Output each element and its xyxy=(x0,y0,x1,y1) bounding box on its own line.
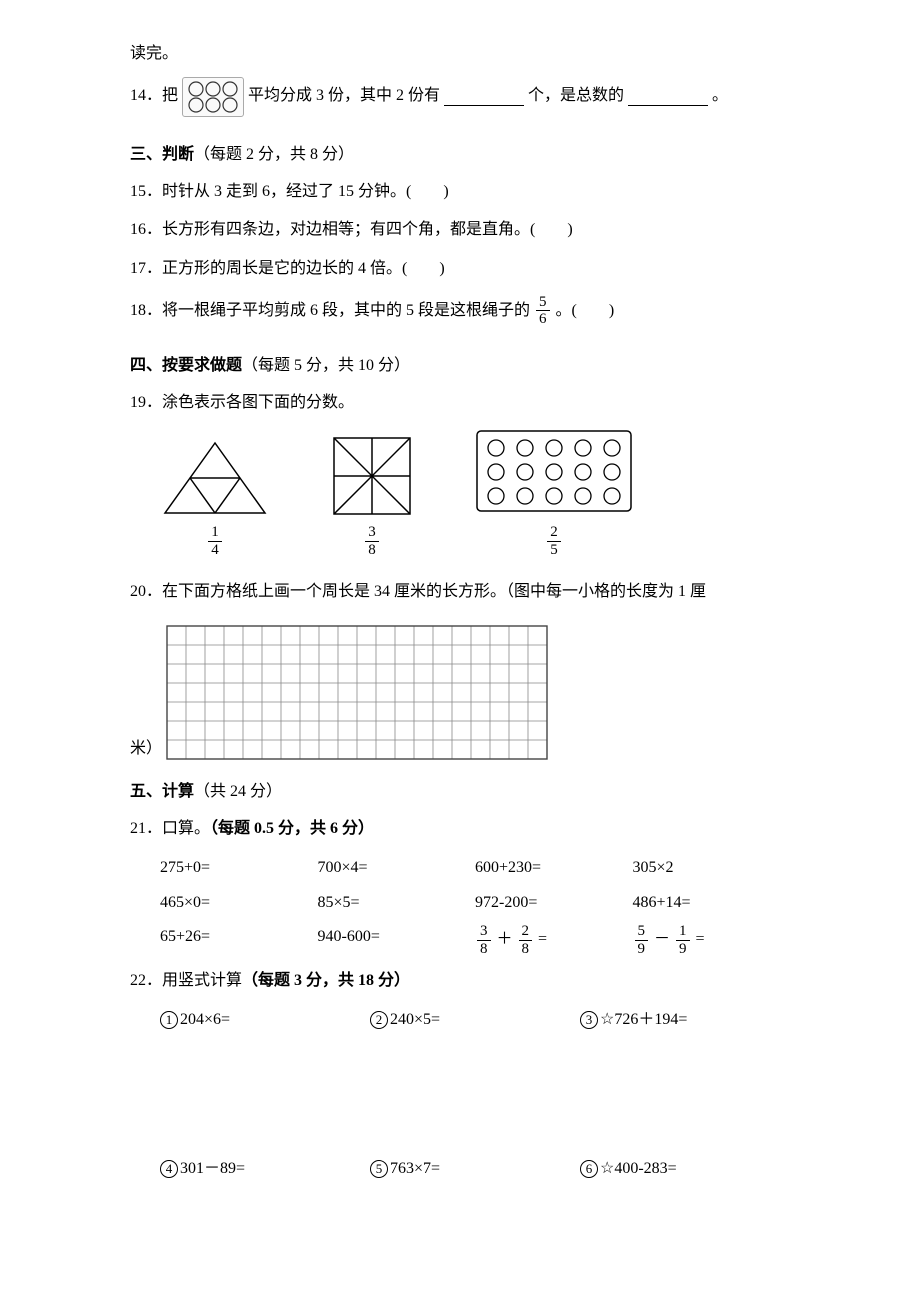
figure-triangle-fraction: 1 4 xyxy=(208,524,222,558)
section-3-title: 三、判断 xyxy=(130,146,194,163)
figure-circles-fraction: 2 5 xyxy=(547,524,561,558)
q21: 21．口算。（每题 0.5 分，共 6 分） xyxy=(130,815,790,844)
figure-triangle: 1 4 xyxy=(160,438,270,559)
grid-paper xyxy=(166,625,548,760)
vertical-row-2: 4301－89=5763×7=6☆400-283= xyxy=(160,1155,790,1184)
tri-frac-den: 4 xyxy=(208,541,222,559)
section-4-header: 四、按要求做题（每题 5 分，共 10 分） xyxy=(130,352,790,381)
calc-cell: 85×5= xyxy=(318,889,476,918)
calc-cell: 486+14= xyxy=(633,889,791,918)
q14-circles-icon xyxy=(182,77,244,117)
mental-calc-rows: 275+0=700×4=600+230=305×2 465×0=85×5=972-… xyxy=(130,854,790,958)
q14-mid1: 平均分成 3 份，其中 2 份有 xyxy=(248,82,440,111)
q18-pre: 18．将一根绳子平均剪成 6 段，其中的 5 段是这根绳子的 xyxy=(130,297,530,326)
calc-cell: 59 － 19 = xyxy=(633,923,791,957)
calc-cell: 600+230= xyxy=(475,854,633,883)
q14-suffix: 。 xyxy=(712,82,728,111)
figure-circles: 2 5 xyxy=(474,428,634,559)
continuation-text: 读完。 xyxy=(130,40,790,69)
vertical-item: 6☆400-283= xyxy=(580,1155,790,1184)
vertical-item: 1204×6= xyxy=(160,1006,370,1035)
q18-post: 。( ) xyxy=(556,297,615,326)
calc-cell: 38 ＋ 28 = xyxy=(475,923,633,957)
vertical-item: 3☆726＋194= xyxy=(580,1006,790,1035)
calc-cell: 940-600= xyxy=(318,923,476,957)
q20-row: 米） xyxy=(130,617,548,764)
sq-frac-num: 3 xyxy=(365,524,379,541)
vertical-row-1: 1204×6=2240×5=3☆726＋194= xyxy=(160,1006,790,1035)
figures-row: 1 4 3 8 2 5 xyxy=(160,428,790,559)
q14-blank1[interactable] xyxy=(444,87,524,106)
circ-frac-den: 5 xyxy=(547,541,561,559)
tri-frac-num: 1 xyxy=(208,524,222,541)
calc-cell: 700×4= xyxy=(318,854,476,883)
calc-row: 275+0=700×4=600+230=305×2 xyxy=(160,854,790,883)
calc-cell: 65+26= xyxy=(160,923,318,957)
circ-frac-num: 2 xyxy=(547,524,561,541)
calc-cell: 465×0= xyxy=(160,889,318,918)
section-5-title: 五、计算 xyxy=(130,783,194,800)
q20-post: 米） xyxy=(130,735,162,764)
section-4-title: 四、按要求做题 xyxy=(130,357,242,374)
section-4-note: （每题 5 分，共 10 分） xyxy=(242,357,410,374)
calc-cell: 305×2 xyxy=(633,854,791,883)
q22-note: （每题 3 分，共 18 分） xyxy=(242,972,410,989)
q21-label: 21．口算。 xyxy=(130,820,210,837)
section-3-header: 三、判断（每题 2 分，共 8 分） xyxy=(130,141,790,170)
calc-cell: 275+0= xyxy=(160,854,318,883)
section-3-note: （每题 2 分，共 8 分） xyxy=(194,146,354,163)
vertical-item: 2240×5= xyxy=(370,1006,580,1035)
q22: 22．用竖式计算（每题 3 分，共 18 分） xyxy=(130,967,790,996)
q19: 19．涂色表示各图下面的分数。 xyxy=(130,389,790,418)
q22-label: 22．用竖式计算 xyxy=(130,972,242,989)
vertical-item: 5763×7= xyxy=(370,1155,580,1184)
q15: 15．时针从 3 走到 6，经过了 15 分钟。( ) xyxy=(130,178,790,207)
q21-note: （每题 0.5 分，共 6 分） xyxy=(210,820,374,837)
section-5-note: （共 24 分） xyxy=(194,783,282,800)
calc-cell: 972-200= xyxy=(475,889,633,918)
q18-frac-num: 5 xyxy=(536,294,550,311)
q20-pre: 20．在下面方格纸上画一个周长是 34 厘米的长方形。（图中每一小格的长度为 1… xyxy=(130,578,790,607)
q18-fraction: 5 6 xyxy=(536,294,550,328)
q16: 16．长方形有四条边，对边相等；有四个角，都是直角。( ) xyxy=(130,216,790,245)
q14-blank2[interactable] xyxy=(628,87,708,106)
figure-square: 3 8 xyxy=(330,434,414,559)
sq-frac-den: 8 xyxy=(365,541,379,559)
section-5-header: 五、计算（共 24 分） xyxy=(130,778,790,807)
q17: 17．正方形的周长是它的边长的 4 倍。( ) xyxy=(130,255,790,284)
q18-frac-den: 6 xyxy=(536,310,550,328)
calc-row: 65+26=940-600=38 ＋ 28 =59 － 19 = xyxy=(160,923,790,957)
vertical-item: 4301－89= xyxy=(160,1155,370,1184)
figure-square-fraction: 3 8 xyxy=(365,524,379,558)
q18: 18．将一根绳子平均剪成 6 段，其中的 5 段是这根绳子的 5 6 。( ) xyxy=(130,294,614,328)
q14-prefix: 14．把 xyxy=(130,82,178,111)
calc-row: 465×0=85×5=972-200=486+14= xyxy=(160,889,790,918)
q14-mid2: 个，是总数的 xyxy=(528,82,624,111)
q14: 14．把 平均分成 3 份，其中 2 份有 个，是总数的 。 xyxy=(130,77,728,117)
